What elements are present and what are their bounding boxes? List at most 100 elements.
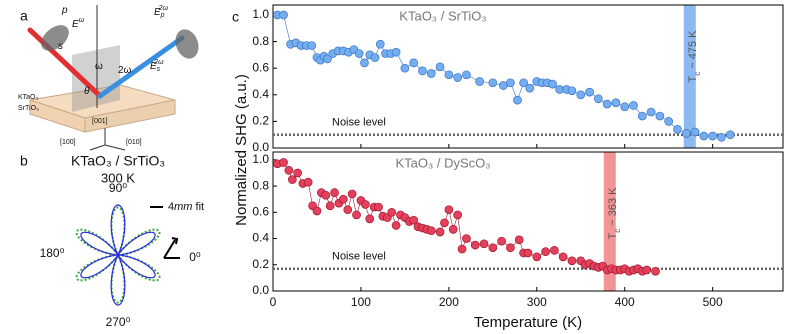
tc-sub: c (692, 72, 701, 76)
diagram-label: p (61, 5, 68, 16)
data-point (338, 194, 348, 204)
y-tick-label: 0.2 (252, 257, 269, 271)
data-point (387, 207, 397, 217)
label-base: ω (95, 61, 103, 72)
data-point (409, 215, 419, 225)
y-tick-label: 1.0 (252, 152, 269, 166)
diagram-label: [010] (126, 139, 142, 146)
y-tick-label: 0.6 (252, 204, 269, 218)
y-tick-label: 0.6 (252, 60, 269, 74)
data-point (585, 87, 594, 97)
data-point (673, 125, 682, 134)
data-point (284, 166, 294, 175)
data-point (548, 79, 557, 89)
noise-label: Noise level (332, 251, 386, 263)
x-tick-label: 200 (439, 295, 459, 309)
y-tick-label: 1.0 (252, 7, 269, 21)
noise-label: Noise level (332, 117, 386, 129)
data-point (519, 78, 528, 88)
data-point (567, 86, 577, 96)
data-point (354, 49, 364, 58)
panel-label: a (20, 8, 28, 24)
label-base: SrTiO₃ (18, 105, 39, 112)
data-point (550, 245, 559, 255)
data-point (293, 168, 302, 178)
polar-subtitle: 300 K (101, 170, 135, 185)
data-point (541, 247, 550, 257)
tc-rest: ~ 363 K (607, 187, 619, 229)
tc-symbol: T (607, 233, 619, 240)
tc-rest: ~ 475 K (687, 30, 699, 72)
data-point (343, 205, 353, 215)
data-point (646, 107, 656, 117)
data-point (435, 62, 445, 72)
y-axis-label: Normalized SHG (a.u.) (233, 74, 250, 226)
data-point (523, 248, 533, 258)
label-base: E (72, 19, 79, 30)
label-sup: ω (79, 17, 85, 24)
data-point (532, 252, 542, 262)
data-point (725, 130, 735, 140)
polar-title: KTaO₃ / SrTiO₃ (71, 153, 165, 169)
diagram-label: [100] (60, 139, 76, 146)
panel-label: c (232, 9, 239, 25)
data-point (488, 78, 498, 88)
label-sub: s (157, 66, 161, 73)
tc-band (603, 152, 616, 291)
angle-label: 270⁰ (106, 315, 131, 329)
diagram-label: s (58, 41, 63, 52)
diagram-label: Es2ω (150, 59, 164, 73)
plot-frame (272, 151, 784, 292)
data-point (400, 63, 410, 73)
label-base: θ (84, 86, 90, 97)
data-point (374, 202, 383, 212)
diagram-label: 2ω (118, 65, 132, 76)
data-point (699, 131, 709, 141)
data-point (365, 214, 375, 224)
panel-label: b (20, 153, 28, 169)
y-tick-label: 0.8 (252, 34, 269, 48)
data-point (323, 54, 332, 64)
data-point (307, 41, 317, 50)
data-point (642, 265, 652, 275)
label-sup: 2ω (153, 59, 164, 66)
polar-plot (75, 204, 161, 306)
arrow (163, 237, 180, 259)
angle-label: 0⁰ (189, 250, 201, 264)
data-point (352, 210, 361, 220)
data-point (444, 70, 454, 80)
data-point (611, 98, 621, 108)
label-sup: 2ω (158, 5, 169, 12)
data-point (513, 95, 522, 105)
tc-label: Tc ~ 475 K (687, 30, 702, 83)
x-tick-label: 400 (615, 295, 635, 309)
label-sub: p (160, 12, 165, 19)
data-point (370, 53, 380, 62)
data-point (567, 256, 577, 266)
y-tick-label: 0.0 (252, 283, 269, 297)
label-base: [010] (126, 139, 142, 146)
data-point (347, 189, 357, 199)
data-point (440, 218, 449, 228)
tc-label: Tc ~ 363 K (607, 187, 622, 240)
label-base: KTaO₃ (18, 94, 39, 101)
x-tick-label: 0 (270, 295, 277, 309)
diagram-label: SrTiO₃ (18, 105, 39, 112)
data-point (506, 78, 515, 88)
data-point (360, 58, 369, 68)
data-point (637, 111, 647, 121)
data-point (360, 200, 370, 209)
data-point (279, 10, 288, 20)
data-point (525, 83, 535, 93)
data-point (453, 73, 463, 82)
x-tick-label: 300 (527, 295, 547, 309)
data-point (325, 201, 335, 211)
diagram-label: Ep2ω (154, 5, 168, 19)
label-base: [001] (92, 118, 108, 125)
data-point (287, 175, 297, 184)
schematic (27, 5, 199, 151)
label-base: p (61, 5, 68, 16)
data-point (391, 47, 401, 57)
data-point (418, 66, 427, 76)
y-tick-label: 0.4 (252, 87, 269, 101)
